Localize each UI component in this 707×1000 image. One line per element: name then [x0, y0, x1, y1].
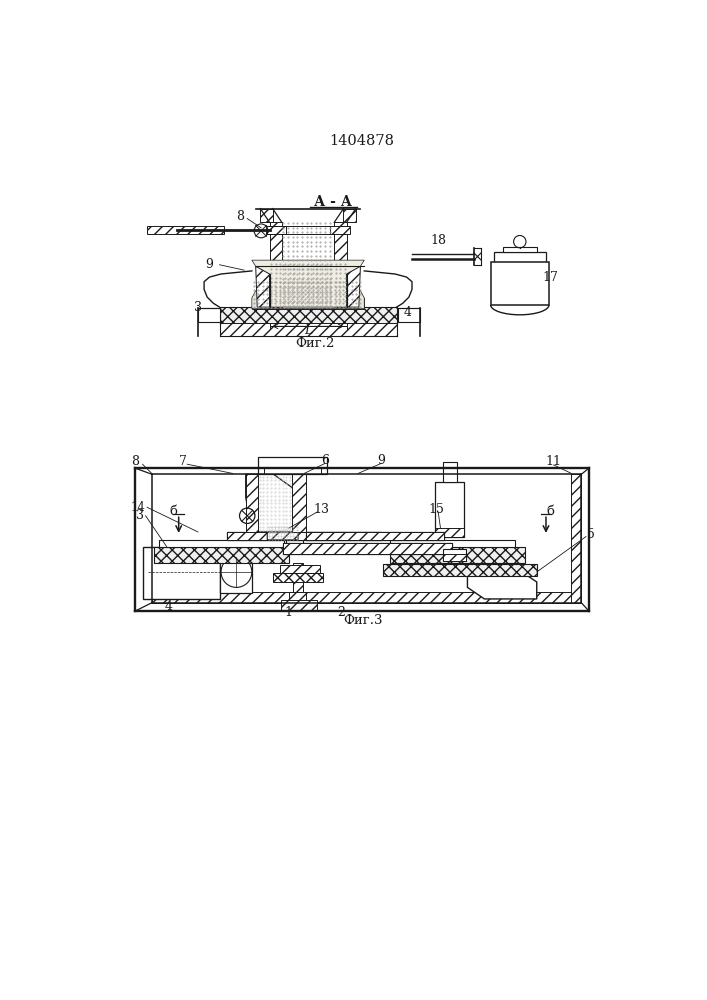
Bar — [267, 226, 286, 234]
Bar — [227, 532, 381, 540]
Text: 1404878: 1404878 — [329, 134, 395, 148]
Bar — [491, 262, 549, 305]
Text: 17: 17 — [543, 271, 559, 284]
Bar — [305, 532, 444, 540]
Text: 13: 13 — [313, 503, 329, 516]
Bar — [274, 573, 322, 582]
Text: 14: 14 — [131, 501, 146, 514]
Bar — [283, 543, 452, 554]
Text: 5: 5 — [587, 528, 595, 541]
Polygon shape — [292, 474, 305, 532]
Text: А - А: А - А — [314, 195, 351, 209]
Text: 11: 11 — [546, 455, 561, 468]
Bar — [219, 307, 397, 324]
Polygon shape — [467, 570, 537, 599]
Bar — [390, 540, 515, 547]
Bar — [334, 222, 346, 307]
Bar — [435, 482, 464, 537]
Bar — [382, 564, 537, 576]
Text: 18: 18 — [430, 234, 446, 247]
Text: 7: 7 — [179, 455, 187, 468]
Polygon shape — [252, 260, 364, 307]
Bar — [260, 209, 273, 222]
Bar — [264, 466, 321, 474]
Polygon shape — [246, 474, 258, 532]
Bar — [571, 474, 581, 603]
Bar — [143, 547, 219, 599]
Bar — [283, 543, 452, 554]
Bar — [160, 540, 284, 547]
Bar — [503, 247, 537, 252]
Bar — [198, 308, 219, 322]
Bar — [147, 226, 224, 234]
Bar — [443, 462, 457, 482]
Text: 6: 6 — [321, 454, 329, 467]
Text: 1: 1 — [285, 606, 293, 619]
Bar — [152, 592, 581, 603]
Bar — [269, 222, 282, 307]
Polygon shape — [246, 474, 305, 532]
Polygon shape — [252, 279, 364, 309]
Bar — [252, 298, 364, 309]
Text: 9: 9 — [378, 454, 385, 467]
Text: 4: 4 — [165, 600, 173, 613]
Bar — [258, 457, 327, 474]
Text: 3: 3 — [194, 301, 202, 314]
Text: Фиг.2: Фиг.2 — [296, 337, 334, 350]
Text: 8: 8 — [236, 210, 245, 223]
Bar — [286, 540, 303, 547]
Bar — [443, 554, 466, 561]
Text: 4: 4 — [404, 306, 411, 319]
Bar — [288, 592, 305, 603]
Text: 2: 2 — [337, 606, 345, 619]
Bar — [493, 252, 546, 263]
Bar — [329, 226, 350, 234]
Bar — [443, 549, 466, 561]
Bar — [279, 565, 320, 573]
Bar — [398, 308, 420, 322]
Bar — [227, 532, 381, 540]
Bar — [344, 209, 356, 222]
Text: б: б — [547, 505, 554, 518]
Bar — [293, 563, 303, 592]
Bar — [390, 547, 525, 563]
Bar — [219, 323, 397, 336]
Text: 8: 8 — [131, 455, 139, 468]
Polygon shape — [256, 266, 269, 307]
Text: 15: 15 — [428, 503, 445, 516]
Bar — [219, 551, 252, 593]
Polygon shape — [346, 266, 361, 307]
Bar — [305, 532, 444, 540]
Bar — [435, 528, 464, 537]
Text: 3: 3 — [136, 509, 144, 522]
Text: б: б — [169, 505, 177, 518]
Bar — [154, 547, 288, 563]
Text: 9: 9 — [206, 258, 214, 271]
Bar — [281, 600, 317, 611]
Text: L: L — [304, 324, 312, 337]
Polygon shape — [267, 524, 298, 540]
Text: Фиг.3: Фиг.3 — [343, 614, 382, 627]
